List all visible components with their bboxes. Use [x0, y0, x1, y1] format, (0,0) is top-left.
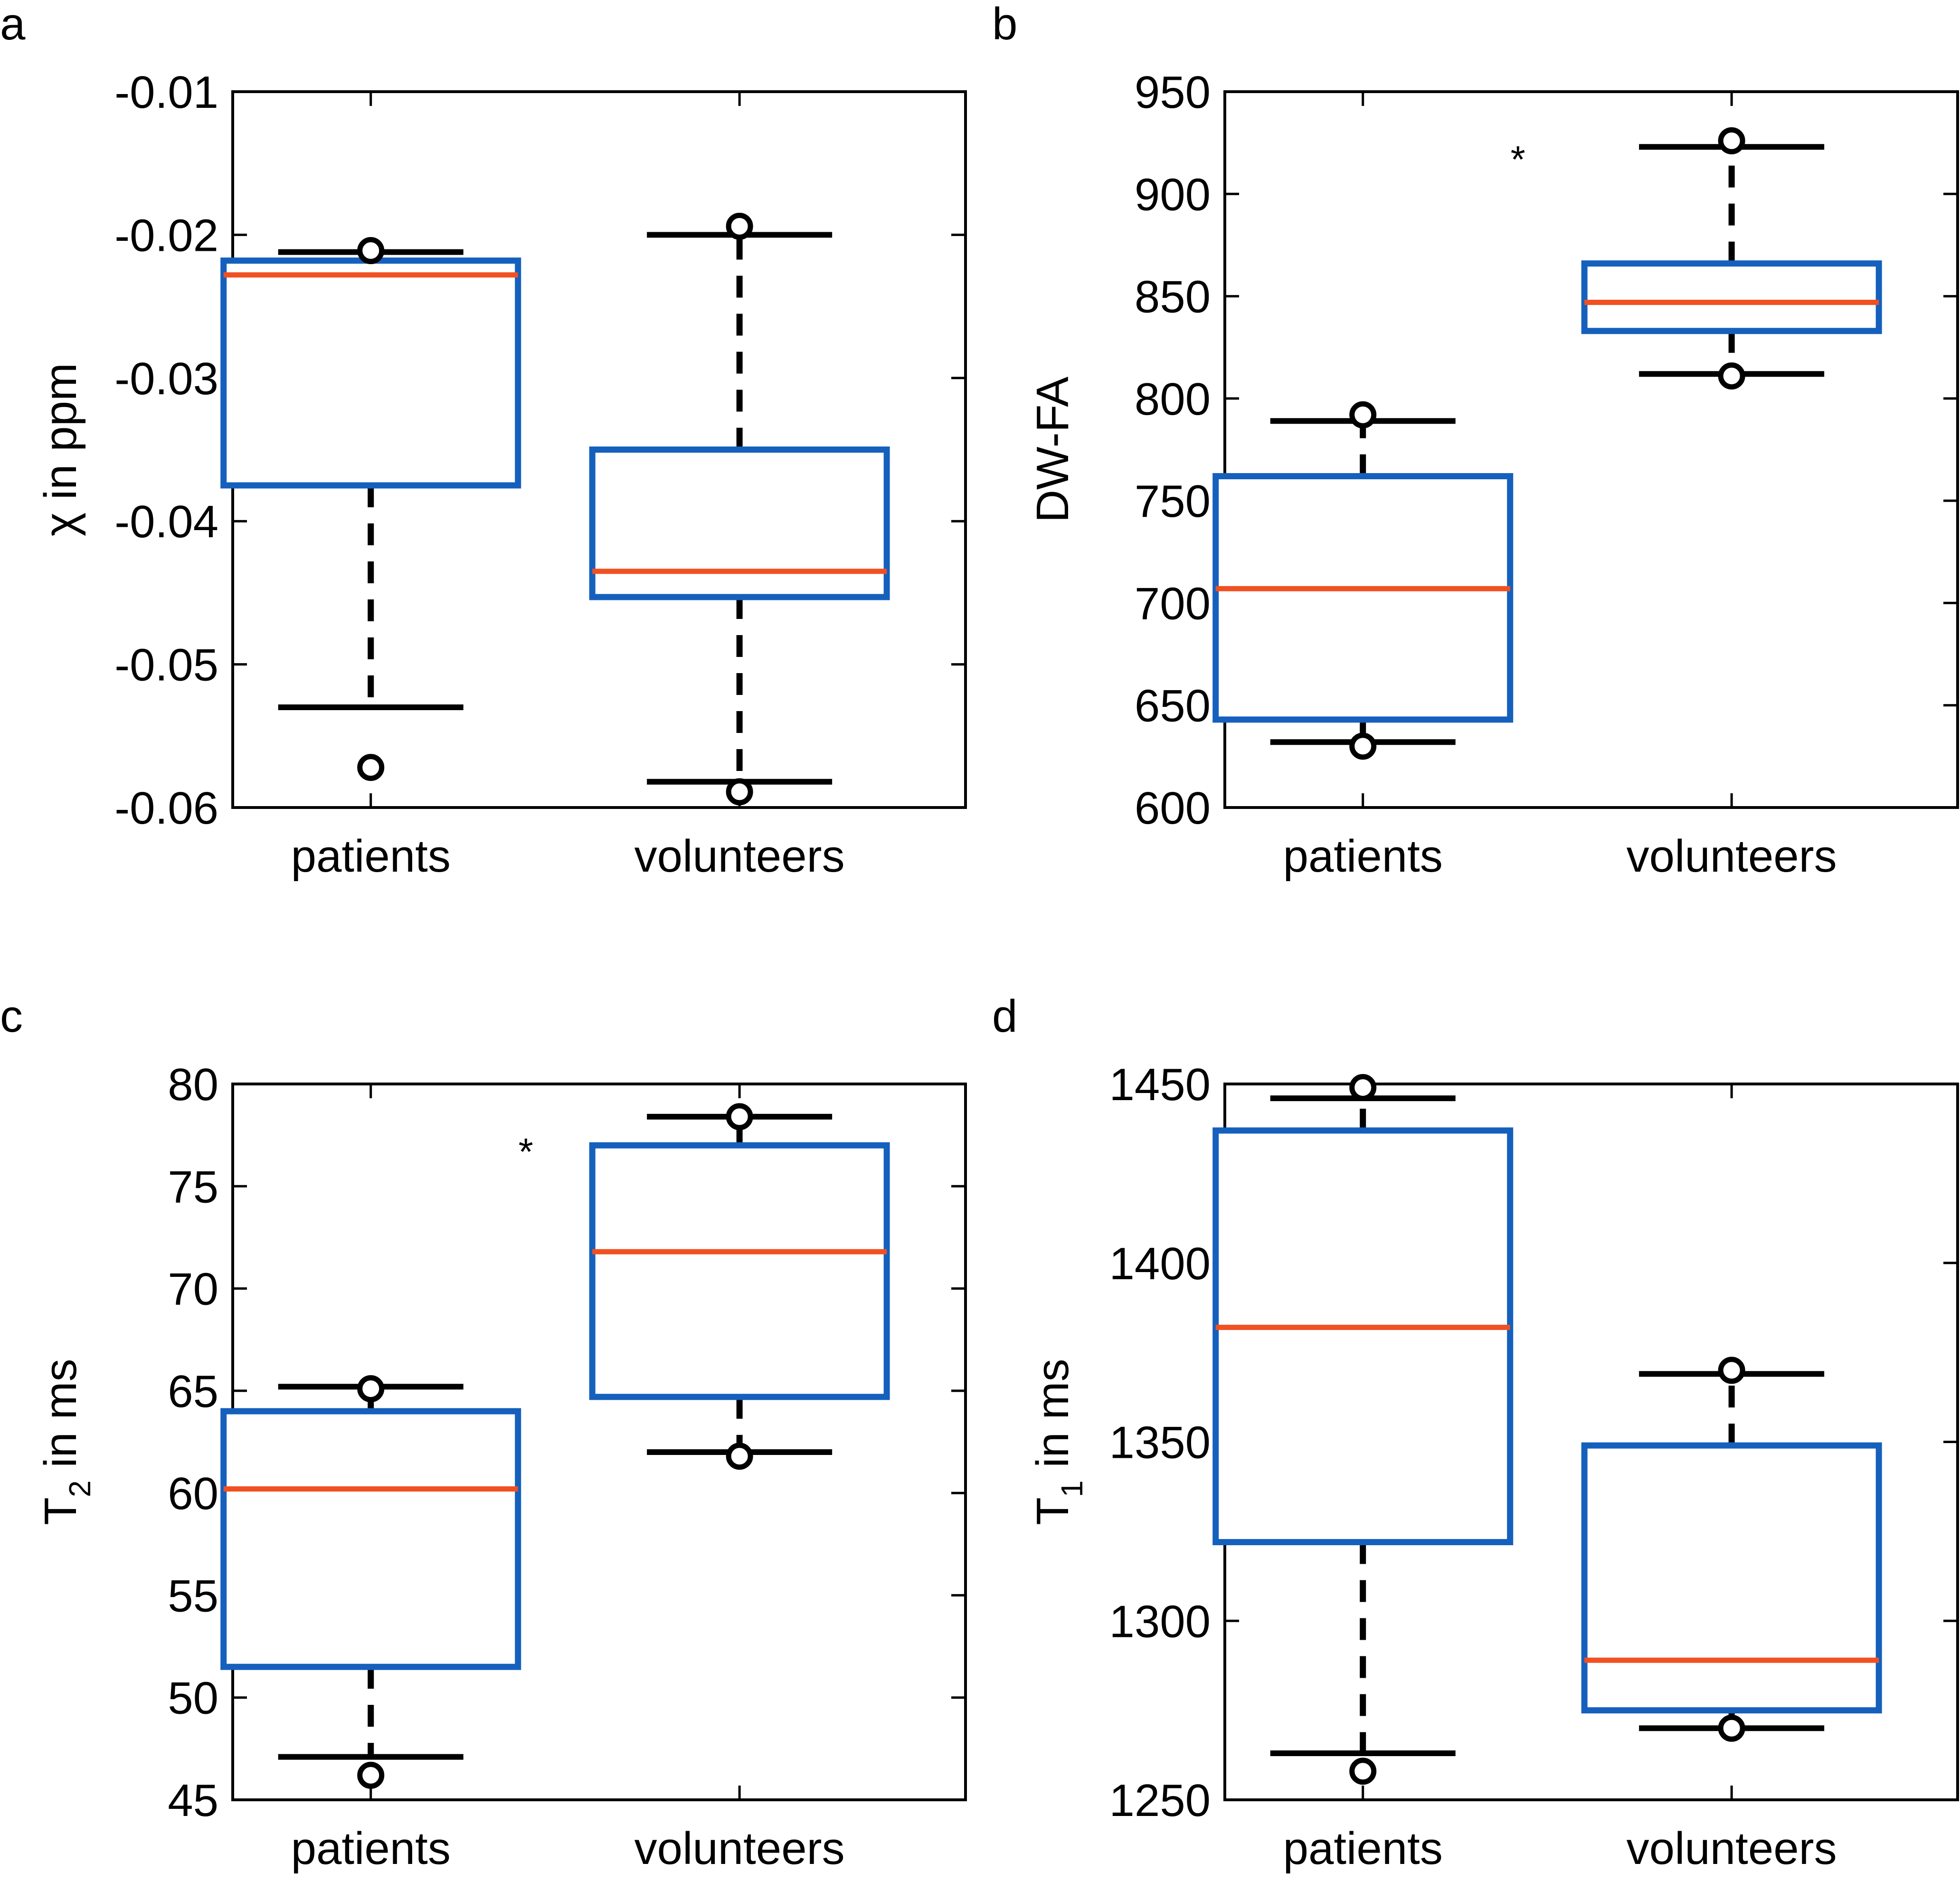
y-tick-label: 650 [1135, 681, 1211, 732]
iqr-box [1212, 473, 1514, 723]
outlier-point [357, 754, 385, 781]
panel-label: d [992, 991, 1017, 1042]
y-axis-label: T2 in ms [35, 1359, 97, 1525]
outlier-point [1349, 401, 1377, 428]
significance-marker: * [519, 1131, 533, 1173]
outlier-point [1718, 1714, 1745, 1742]
y-tick-label: 70 [168, 1264, 218, 1315]
outlier-point [1718, 1357, 1745, 1384]
outlier-point [726, 1103, 753, 1131]
iqr-box [589, 447, 890, 600]
iqr-box [589, 1142, 890, 1400]
y-tick-label: -0.03 [114, 353, 218, 404]
panel-label: b [992, 0, 1017, 49]
y-axis-label-unit: in ms [1027, 1359, 1078, 1480]
y-axis-label: DW-FA [1027, 377, 1078, 523]
y-axis-label-unit: in ppm [35, 363, 86, 513]
y-axis-label-subscript: 2 [63, 1480, 97, 1497]
y-tick-label: 800 [1135, 374, 1211, 425]
outlier-point [1349, 1074, 1377, 1102]
y-tick-label: 60 [168, 1468, 218, 1519]
box-volunteers [1581, 127, 1882, 390]
y-tick-label: 65 [168, 1366, 218, 1417]
y-axis-label-unit: in ms [35, 1359, 86, 1480]
chart-panel-b: b 600 650 700 750 800 850 900 950 patients volunte… [992, 0, 1959, 882]
iqr-box [1581, 260, 1882, 334]
y-tick-label: 700 [1135, 578, 1211, 629]
outlier-point [357, 237, 385, 265]
x-tick-label-patients: patients [1283, 831, 1443, 882]
x-tick-label-volunteers: volunteers [634, 1823, 845, 1874]
y-axis-label-symbol: χ [35, 513, 86, 536]
outlier-point [1349, 1758, 1377, 1785]
y-tick-label: 950 [1135, 67, 1211, 118]
x-tick-label-volunteers: volunteers [1627, 1823, 1837, 1874]
outlier-point [726, 778, 753, 806]
outlier-point [1718, 362, 1745, 390]
y-tick-label: 1450 [1109, 1059, 1211, 1110]
y-tick-label: 900 [1135, 169, 1211, 220]
y-tick-label: -0.01 [114, 67, 218, 118]
y-tick-label: 600 [1135, 783, 1211, 834]
panel-label: c [0, 991, 23, 1042]
iqr-box [1581, 1442, 1882, 1714]
box-volunteers [1581, 1357, 1882, 1742]
x-tick-label-patients: patients [291, 831, 451, 882]
x-tick-label-volunteers: volunteers [1627, 831, 1837, 882]
outlier-point [1718, 127, 1745, 154]
y-tick-label: 55 [168, 1570, 218, 1621]
significance-marker: * [1511, 138, 1525, 181]
plot-frame [1223, 90, 1959, 809]
chart-panel-a: a -0.06 -0.05 -0.04 -0.03 -0.02 -0.01 patients v… [0, 0, 967, 882]
x-tick-label-patients: patients [1283, 1823, 1443, 1874]
y-axis-label: χ in ppm [35, 363, 86, 536]
y-axis-label-symbol: T [35, 1497, 86, 1525]
y-tick-label: 1350 [1109, 1417, 1211, 1468]
box-patients [1212, 401, 1514, 760]
y-tick-label: 50 [168, 1673, 218, 1724]
box-volunteers [589, 1103, 890, 1470]
outlier-point [726, 212, 753, 240]
y-tick-label: 1300 [1109, 1596, 1211, 1647]
x-tick-label-patients: patients [291, 1823, 451, 1874]
y-tick-label: 1400 [1109, 1238, 1211, 1289]
y-tick-label: -0.04 [114, 496, 218, 547]
y-tick-label: -0.02 [114, 210, 218, 261]
box-volunteers [589, 212, 890, 806]
iqr-box [1212, 1127, 1514, 1545]
iqr-box [220, 1408, 521, 1670]
y-axis-label-symbol: DW-FA [1027, 377, 1078, 523]
y-tick-label: -0.06 [114, 783, 218, 834]
y-axis-label: T1 in ms [1027, 1359, 1089, 1525]
outlier-point [357, 1375, 385, 1403]
y-tick-label: 80 [168, 1059, 218, 1110]
outlier-point [357, 1761, 385, 1789]
chart-panel-d: d 1250 1300 1350 1400 1450 patients volunteers T… [992, 991, 1959, 1874]
y-tick-label: 750 [1135, 476, 1211, 527]
y-axis-label-subscript: 1 [1055, 1480, 1089, 1497]
y-tick-label: 1250 [1109, 1775, 1211, 1826]
iqr-box [220, 257, 521, 489]
box-patients [220, 237, 521, 781]
y-tick-label: 45 [168, 1775, 218, 1826]
box-patients [220, 1375, 521, 1789]
y-tick-label: -0.05 [114, 640, 218, 691]
outlier-point [726, 1443, 753, 1470]
y-tick-label: 850 [1135, 272, 1211, 323]
outlier-point [1349, 732, 1377, 760]
y-tick-label: 75 [168, 1161, 218, 1212]
box-patients [1212, 1074, 1514, 1785]
y-axis-label-symbol: T [1027, 1497, 1078, 1525]
x-tick-label-volunteers: volunteers [634, 831, 845, 882]
chart-panel-c: c 45 50 55 60 65 70 75 80 patients volunteers T2 in… [0, 991, 967, 1874]
panel-label: a [0, 0, 26, 49]
